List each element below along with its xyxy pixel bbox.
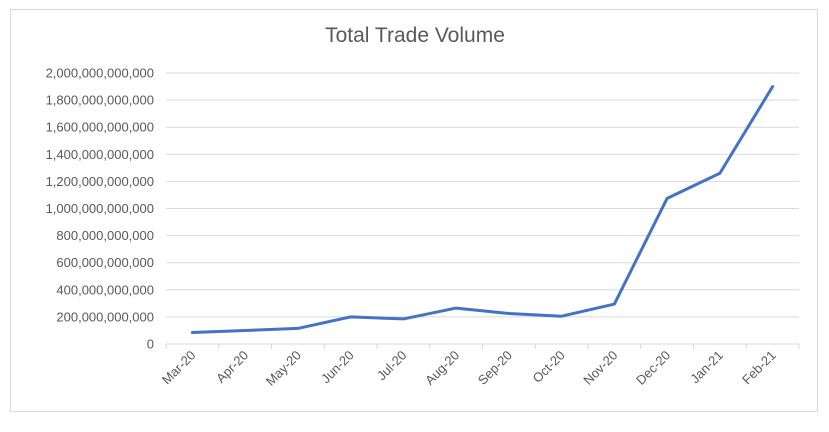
x-tick-label: Jan-21 [687, 348, 726, 387]
x-tick-label: Sep-20 [475, 348, 515, 388]
y-tick-label: 200,000,000,000 [56, 309, 154, 324]
y-tick-label: 1,200,000,000,000 [46, 174, 154, 189]
x-tick-label: Dec-20 [633, 348, 673, 388]
y-tick-label: 2,000,000,000,000 [46, 66, 154, 81]
x-tick-label: Oct-20 [530, 348, 568, 386]
x-tick-label: Nov-20 [580, 348, 620, 388]
y-tick-label: 0 [147, 337, 154, 352]
chart-frame: Total Trade Volume 0 200,000,000,000 400,0… [10, 9, 818, 412]
y-tick-label: 600,000,000,000 [56, 255, 154, 270]
series-points [192, 86, 773, 333]
series-line [190, 85, 775, 334]
y-tick-label: 1,800,000,000,000 [46, 93, 154, 108]
chart-title: Total Trade Volume [325, 24, 505, 47]
x-tick-label: Jun-20 [318, 348, 357, 387]
y-tick-label: 1,000,000,000,000 [46, 201, 154, 216]
x-tick-label: Mar-20 [159, 348, 199, 388]
y-tick-label: 800,000,000,000 [56, 228, 154, 243]
x-tick-label: Jul-20 [374, 348, 410, 384]
x-tick-label: Feb-21 [739, 348, 779, 388]
y-tick-label: 400,000,000,000 [56, 282, 154, 297]
x-tick-label: Apr-20 [213, 348, 251, 386]
y-gridlines [166, 72, 799, 318]
y-axis-labels: 0 200,000,000,000 400,000,000,000 600,000,0… [46, 66, 154, 352]
y-tick-label: 1,600,000,000,000 [46, 120, 154, 135]
x-axis-labels: Mar-20 Apr-20 May-20 Jun-20 Jul-20 Aug-20 Sep-… [159, 344, 800, 389]
y-tick-label: 1,400,000,000,000 [46, 147, 154, 162]
x-tick-label: May-20 [263, 348, 304, 389]
x-tick-label: Aug-20 [422, 348, 462, 388]
line-chart: 0 200,000,000,000 400,000,000,000 600,000,0… [46, 66, 800, 389]
